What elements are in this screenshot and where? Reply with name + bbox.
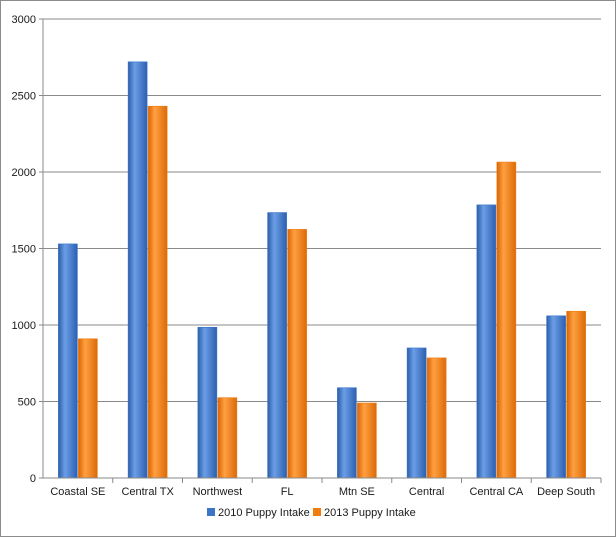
legend-swatch [313,508,321,516]
bar-2010-puppy-intake [546,315,566,479]
y-tick-label: 2500 [12,91,36,103]
y-tick-label: 0 [30,473,36,485]
bar-2010-puppy-intake [267,212,287,479]
axes: 0 500 1000 1500 2000 2500 3000 Coastal SE Centra… [12,14,602,498]
y-tick-label: 1500 [12,244,36,256]
gridlines [43,18,601,402]
x-tick-label: Deep South [537,486,595,498]
bar-2013-puppy-intake [566,310,586,479]
x-tick-label: FL [281,486,294,498]
bar-2010-puppy-intake [476,204,497,479]
y-tick-label: 2000 [12,167,36,179]
bar-2010-puppy-intake [337,387,357,479]
bar-2010-puppy-intake [197,326,218,479]
x-tick-label: Central TX [121,486,174,498]
bar-2013-puppy-intake [217,397,238,479]
x-tick-label: Northwest [193,486,243,498]
legend: 2010 Puppy Intake 2013 Puppy Intake [207,507,416,519]
bar-2013-puppy-intake [147,105,168,479]
bars [58,61,586,479]
y-tick-label: 3000 [12,14,36,26]
x-tick-label: Coastal SE [50,486,105,498]
bar-2013-puppy-intake [287,229,307,479]
legend-swatch [207,508,215,516]
y-tick-label: 500 [18,397,36,409]
x-tick-label: Mtn SE [339,486,375,498]
y-tick-label: 1000 [12,320,36,332]
bar-2013-puppy-intake [78,338,98,479]
bar-2010-puppy-intake [406,347,427,479]
bar-2013-puppy-intake [426,357,447,479]
bar-2010-puppy-intake [127,61,148,479]
legend-label: 2010 Puppy Intake [218,507,310,519]
bar-2013-puppy-intake [357,402,377,479]
legend-label: 2013 Puppy Intake [324,507,416,519]
x-tick-label: Central CA [469,486,523,498]
x-tick-label: Central [409,486,444,498]
bar-2010-puppy-intake [58,243,78,479]
bar-2013-puppy-intake [496,161,517,479]
